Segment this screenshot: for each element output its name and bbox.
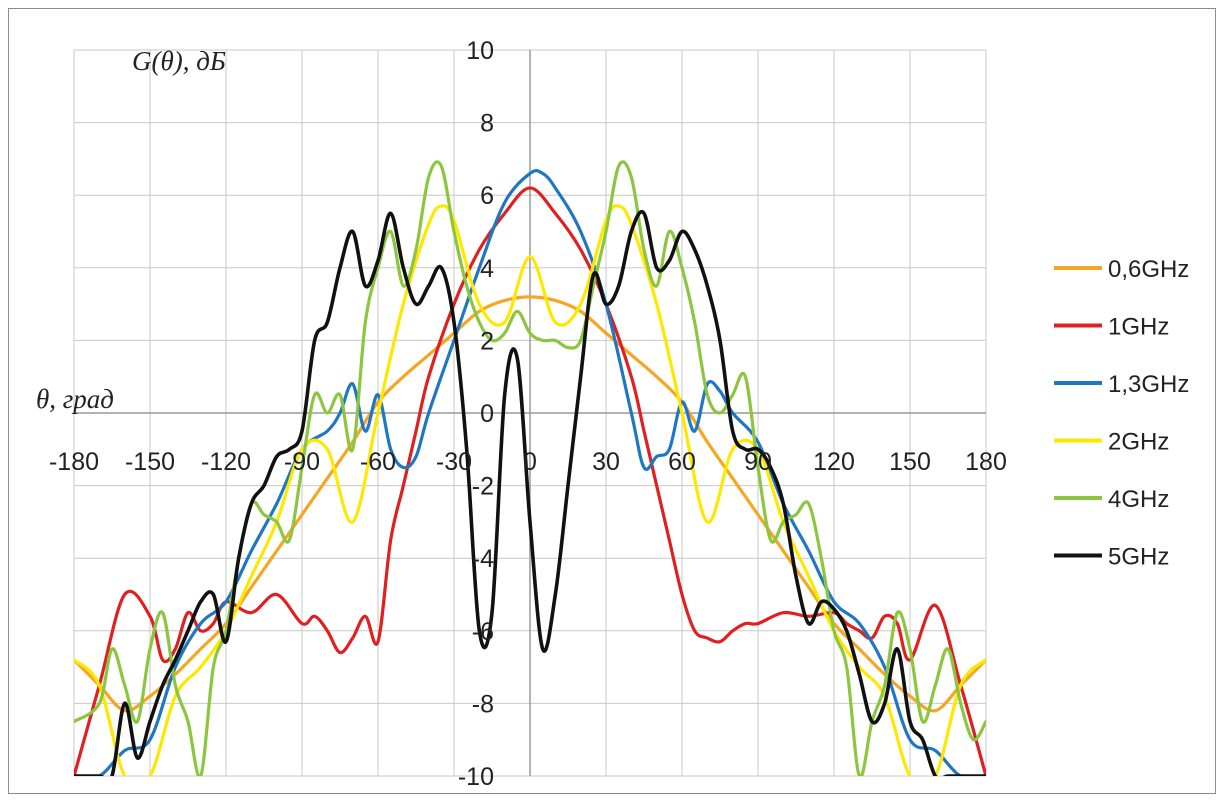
x-tick-label: -180 [49, 448, 99, 476]
legend-label-3: 2GHz [1108, 429, 1169, 456]
y-tick-label: 6 [480, 182, 494, 210]
y-tick-label: -2 [472, 473, 494, 501]
x-axis-title: θ, град [36, 384, 114, 414]
legend-label-2: 1,3GHz [1108, 371, 1189, 398]
x-tick-label: -60 [360, 448, 396, 476]
legend-label-4: 4GHz [1108, 486, 1169, 513]
y-tick-label: -8 [472, 690, 494, 718]
y-tick-label: -6 [472, 618, 494, 646]
x-tick-label: 0 [523, 448, 537, 476]
legend-label-5: 5GHz [1108, 544, 1169, 571]
chart-frame [8, 8, 1216, 794]
series-line-5 [74, 210, 986, 776]
series-layer [74, 160, 986, 776]
y-axis-title: G(θ), дБ [132, 46, 226, 76]
y-tick-label: 2 [480, 327, 494, 355]
series-line-2 [74, 169, 986, 776]
y-tick-label: 8 [480, 110, 494, 138]
x-tick-label: 30 [592, 448, 620, 476]
x-tick-label: -30 [436, 448, 472, 476]
x-tick-label: 90 [744, 448, 772, 476]
y-tick-label: 4 [480, 255, 494, 283]
legend: 0,6GHz 1GHz 1,3GHz 2GHz 4GHz 5GHz [1054, 256, 1189, 571]
x-tick-label: 60 [668, 448, 696, 476]
y-tick-label: -4 [472, 545, 494, 573]
legend-label-1: 1GHz [1108, 314, 1169, 341]
y-tick-label: 10 [466, 37, 494, 65]
x-tick-label: 120 [813, 448, 855, 476]
x-tick-label: 180 [965, 448, 1007, 476]
x-tick-label: -120 [201, 448, 251, 476]
x-tick-label: -150 [125, 448, 175, 476]
y-tick-label: 0 [480, 400, 494, 428]
y-tick-label: -10 [458, 763, 494, 791]
legend-label-0: 0,6GHz [1108, 256, 1189, 283]
y-tick-labels: 10 8 6 4 2 0 -2 -4 -6 -8 -10 [458, 37, 494, 791]
x-tick-labels: -180 -150 -120 -90 -60 -30 0 30 60 90 120 150 180 [49, 448, 1007, 476]
x-tick-label: 150 [889, 448, 931, 476]
grid [73, 49, 987, 777]
x-tick-label: -90 [284, 448, 320, 476]
